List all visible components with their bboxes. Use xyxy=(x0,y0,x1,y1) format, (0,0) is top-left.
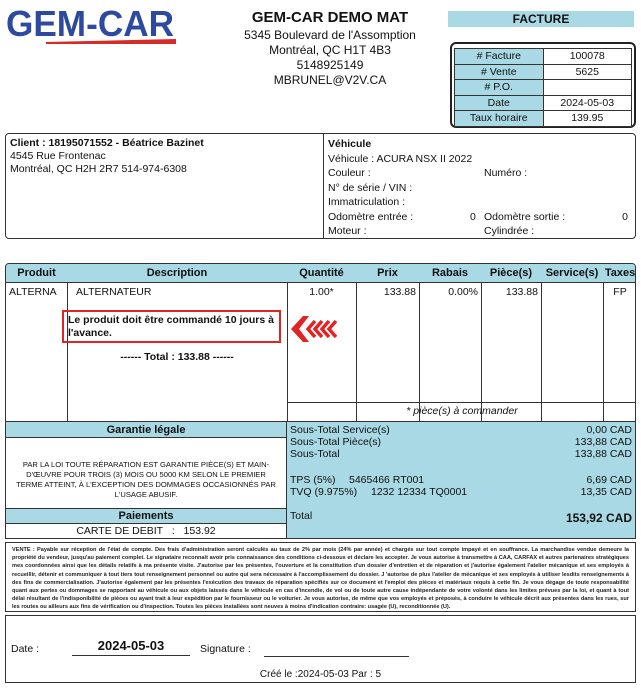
tvq-label: TVQ (9.975%) xyxy=(290,486,358,498)
total: 153,92 CAD xyxy=(565,511,632,525)
signature-date[interactable]: 2024-05-03 xyxy=(72,638,190,656)
payment-sep: : xyxy=(171,525,175,537)
payment-row: CARTE DE DEBIT : 153.92 xyxy=(6,524,286,538)
date-label: Date : xyxy=(11,643,40,655)
item-pieces: 133.88 xyxy=(505,286,538,298)
tvq-number: 1232 12334 TQ0001 xyxy=(371,486,468,498)
info-label: # Facture xyxy=(454,48,544,65)
terms-text: VENTE : Payable sur réception de l'état … xyxy=(5,542,636,612)
odometer-out: 0 xyxy=(622,210,628,223)
info-row: Taux horaire 139.95 xyxy=(454,110,632,127)
payment-method: CARTE DE DEBIT xyxy=(76,525,164,537)
vehicle-engine: Moteur : xyxy=(328,225,367,237)
tps: 6,69 CAD xyxy=(586,474,632,486)
order-note: Le produit doit être commandé 10 jours à… xyxy=(62,310,281,343)
vehicle-color: Couleur : xyxy=(328,167,371,179)
subtotal-services: 0,00 CAD xyxy=(586,424,632,436)
payments-header: Paiements xyxy=(6,508,286,524)
col-quantite: Quantité xyxy=(299,267,344,279)
item-quantite: 1.00* xyxy=(309,286,334,298)
info-value: 2024-05-03 xyxy=(542,94,632,111)
signature-line[interactable] xyxy=(264,656,409,657)
company-info: GEM-CAR DEMO MAT 5345 Boulevard de l'Ass… xyxy=(200,8,460,88)
warranty-payments: Garantie légale PAR LA LOI TOUTE RÉPARAT… xyxy=(5,421,287,539)
subtotal-label: Sous-Total xyxy=(290,448,340,460)
info-row: Date 2024-05-03 xyxy=(454,94,632,111)
svg-text:GEM-CAR: GEM-CAR xyxy=(6,6,174,44)
col-taxes: Taxes xyxy=(604,267,636,279)
subtotal-parts-label: Sous-Total Pièce(s) xyxy=(290,436,382,448)
chevron-left-arrows-icon xyxy=(291,316,341,345)
item-taxes: FP xyxy=(613,286,627,298)
totals-panel: Sous-Total Service(s) 0,00 CAD Sous-Tota… xyxy=(286,421,636,539)
client-city-phone: Montréal, QC H2H 2R7 514-974-6308 xyxy=(10,163,187,175)
col-services: Service(s) xyxy=(545,267,599,279)
info-label: Taux horaire xyxy=(454,110,544,127)
client-address: 4545 Rue Frontenac xyxy=(10,150,106,162)
info-row: # P.O. xyxy=(454,79,632,96)
items-table: Produit Description Quantité Prix Rabais… xyxy=(5,263,636,423)
col-description: Description xyxy=(146,267,208,279)
subtotal-services-label: Sous-Total Service(s) xyxy=(290,424,390,436)
client-header: Client : 18195071552 - Béatrice Bazinet xyxy=(10,137,204,149)
created-info: Créé le :2024-05-03 Par : 5 xyxy=(259,669,382,680)
item-description: ALTERNATEUR xyxy=(76,286,152,298)
item-produit: ALTERNA xyxy=(9,286,57,298)
company-city: Montréal, QC H1T 4B3 xyxy=(269,43,391,57)
invoice-info-box: # Facture 100078 # Vente 5625 # P.O. Date 2… xyxy=(450,42,636,128)
company-phone: 5148925149 xyxy=(296,58,364,72)
info-value: 139.95 xyxy=(542,110,632,127)
info-label: # P.O. xyxy=(454,79,544,96)
warranty-text: PAR LA LOI TOUTE RÉPARATION EST GARANTIE… xyxy=(16,460,276,499)
info-row: # Vente 5625 xyxy=(454,63,632,80)
vehicle-number: Numéro : xyxy=(484,167,528,179)
gem-car-logo: GEM-CAR xyxy=(6,3,178,46)
info-value: 100078 xyxy=(542,48,632,65)
order-footnote: * pièce(s) à commander xyxy=(406,405,518,417)
col-rabais: Rabais xyxy=(431,267,469,279)
odometer-in-label: Odomètre entrée : xyxy=(328,210,414,223)
vehicle-displacement: Cylindrée : xyxy=(484,225,535,237)
company-address: 5345 Boulevard de l'Assomption xyxy=(244,28,416,42)
odometer-in: 0 xyxy=(470,210,476,223)
odometer-out-label: Odomètre sortie : xyxy=(484,210,566,223)
company-name: GEM-CAR DEMO MAT xyxy=(251,9,409,26)
tps-label: TPS (5%) xyxy=(290,474,336,486)
vehicle-header: Véhicule xyxy=(328,138,372,150)
col-pieces: Pièce(s) xyxy=(489,267,533,279)
info-row: # Facture 100078 xyxy=(454,48,632,65)
client-vehicle-box: Client : 18195071552 - Béatrice Bazinet … xyxy=(5,133,636,239)
item-rabais: 0.00% xyxy=(448,286,478,298)
vehicle-plate: Immatriculation : xyxy=(328,196,406,208)
warranty-header: Garantie légale xyxy=(6,422,286,438)
col-produit: Produit xyxy=(17,267,56,279)
payment-amount: 153.92 xyxy=(183,525,216,537)
info-label: # Vente xyxy=(454,63,544,80)
items-total: ------ Total : 133.88 ------ xyxy=(120,351,234,363)
company-email: MBRUNEL@V2V.CA xyxy=(273,73,387,87)
document-title: FACTURE xyxy=(448,11,634,27)
tvq: 13,35 CAD xyxy=(580,486,632,498)
item-prix: 133.88 xyxy=(383,286,416,298)
col-prix: Prix xyxy=(377,267,398,279)
info-value: 5625 xyxy=(542,63,632,80)
vehicle-vin: N° de série / VIN : xyxy=(328,181,413,194)
subtotal-parts: 133,88 CAD xyxy=(574,436,632,448)
subtotal: 133,88 CAD xyxy=(574,448,632,460)
signature-box: Date : 2024-05-03 Signature : Créé le :2… xyxy=(5,615,636,683)
total-label: Total xyxy=(290,510,313,522)
tps-number: 5465466 RT001 xyxy=(349,474,425,486)
info-label: Date xyxy=(454,94,544,111)
client-info: Client : 18195071552 - Béatrice Bazinet … xyxy=(10,137,204,176)
signature-label: Signature : xyxy=(200,643,251,655)
info-value xyxy=(542,79,632,96)
vehicle-model: Véhicule : ACURA NSX II 2022 xyxy=(328,152,473,165)
vehicle-info: Véhicule Véhicule : ACURA NSX II 2022 Co… xyxy=(323,134,636,238)
